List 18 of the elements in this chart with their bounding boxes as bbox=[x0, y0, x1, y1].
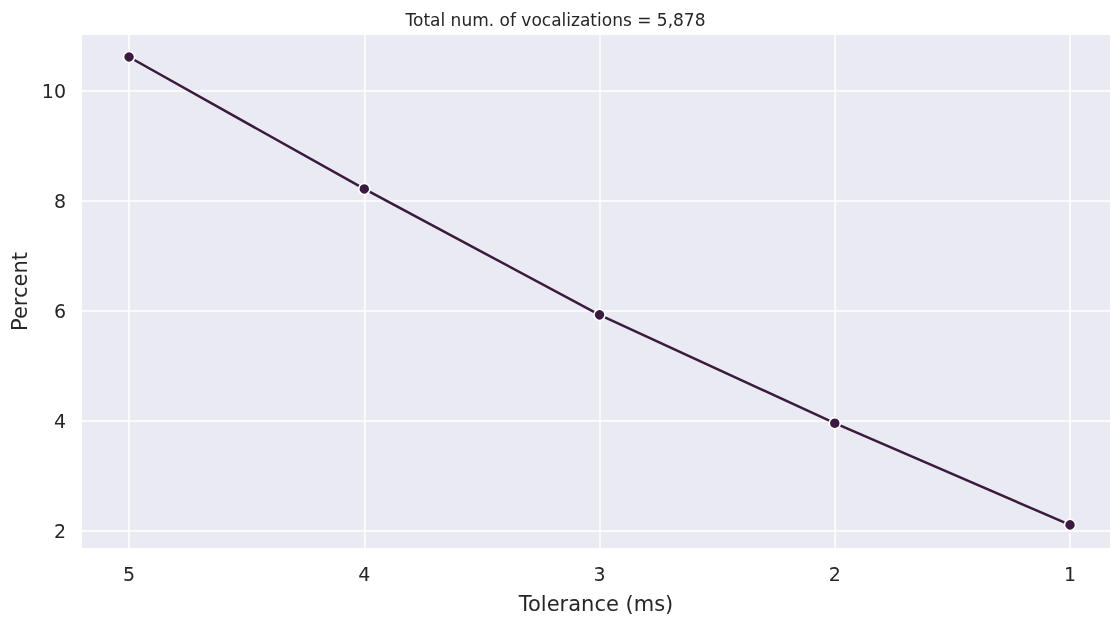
y-tick-label: 10 bbox=[41, 80, 66, 103]
x-tick-label: 4 bbox=[358, 562, 371, 585]
y-tick-label: 4 bbox=[53, 409, 66, 432]
x-tick-label: 1 bbox=[1063, 562, 1077, 585]
x-tick-label: 3 bbox=[593, 562, 606, 585]
point bbox=[1063, 518, 1077, 532]
point bbox=[122, 50, 136, 64]
y-tick-label: 8 bbox=[53, 190, 66, 213]
y-tick-label: 6 bbox=[53, 300, 66, 323]
y-tick-label: 2 bbox=[53, 519, 66, 542]
x-axis-title: Tolerance (ms) bbox=[517, 591, 674, 616]
point bbox=[593, 308, 606, 322]
x-tick-label: 2 bbox=[828, 562, 841, 585]
y-axis-title: Percent bbox=[8, 251, 33, 332]
x-tick-label: 5 bbox=[123, 562, 136, 585]
point bbox=[828, 416, 842, 430]
point bbox=[358, 182, 371, 196]
chart-title: Total num. of vocalizations = 5,878 bbox=[404, 9, 706, 30]
